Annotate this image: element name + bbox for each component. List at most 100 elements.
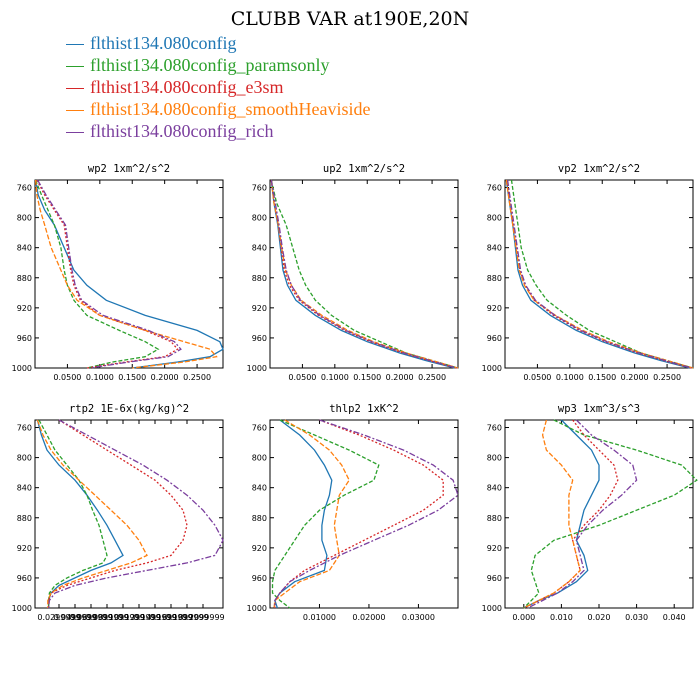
y-tick-label: 920 bbox=[487, 304, 502, 313]
legend-label: flthist134.080config_smoothHeaviside bbox=[90, 99, 371, 119]
y-tick-label: 960 bbox=[487, 334, 502, 343]
x-tick-label: 0.0499999 bbox=[53, 613, 96, 622]
legend: flthist134.080config flthist134.080confi… bbox=[66, 32, 370, 142]
y-tick-label: 1000 bbox=[247, 604, 267, 613]
x-tick-label: 0.01000 bbox=[303, 613, 336, 622]
legend-line-swatch bbox=[66, 88, 84, 90]
series-line bbox=[510, 179, 694, 369]
series-line bbox=[270, 179, 457, 369]
y-tick-label: 840 bbox=[252, 484, 267, 493]
series-line bbox=[274, 419, 333, 609]
series-line bbox=[271, 419, 380, 609]
x-tick-label: 0.010 bbox=[550, 613, 573, 622]
series-line bbox=[506, 179, 692, 369]
y-tick-label: 760 bbox=[252, 424, 267, 433]
panel-title: vp2 1xm^2/s^2 bbox=[558, 163, 640, 175]
y-tick-label: 800 bbox=[252, 454, 267, 463]
x-tick-label: 0.040 bbox=[663, 613, 686, 622]
panel-frame bbox=[34, 419, 224, 609]
legend-label: flthist134.080config_e3sm bbox=[90, 77, 284, 97]
x-tick-label: 0.2000 bbox=[621, 373, 649, 382]
legend-label: flthist134.080config bbox=[90, 33, 237, 53]
x-tick-label: 0.000 bbox=[512, 613, 535, 622]
x-tick-label: 0.030 bbox=[625, 613, 648, 622]
y-tick-label: 760 bbox=[487, 424, 502, 433]
legend-line-swatch bbox=[66, 66, 84, 68]
series-line bbox=[36, 419, 148, 608]
series-line bbox=[270, 179, 455, 369]
y-tick-label: 840 bbox=[252, 244, 267, 253]
legend-item: flthist134.080config_e3sm bbox=[66, 76, 370, 98]
y-tick-label: 760 bbox=[17, 424, 32, 433]
y-tick-label: 760 bbox=[17, 184, 32, 193]
legend-label: flthist134.080config_paramsonly bbox=[90, 55, 330, 75]
y-tick-label: 760 bbox=[252, 184, 267, 193]
y-tick-label: 840 bbox=[17, 484, 32, 493]
y-tick-label: 800 bbox=[487, 454, 502, 463]
x-tick-label: 0.0899999 bbox=[85, 613, 128, 622]
y-tick-label: 920 bbox=[487, 544, 502, 553]
x-tick-label: 0.1500 bbox=[588, 373, 616, 382]
x-tick-label: 0.1899999 bbox=[165, 613, 208, 622]
x-tick-label: 0.2500 bbox=[653, 373, 681, 382]
y-tick-label: 800 bbox=[17, 454, 32, 463]
x-tick-label: 0.2500 bbox=[418, 373, 446, 382]
series-line bbox=[505, 179, 690, 369]
y-tick-label: 800 bbox=[487, 214, 502, 223]
y-tick-label: 880 bbox=[252, 514, 267, 523]
y-tick-label: 800 bbox=[17, 214, 32, 223]
y-tick-label: 840 bbox=[487, 484, 502, 493]
series-line bbox=[523, 419, 619, 609]
legend-line-swatch bbox=[66, 44, 84, 46]
panel-title: up2 1xm^2/s^2 bbox=[323, 163, 405, 175]
series-line bbox=[37, 179, 182, 369]
series-line bbox=[47, 419, 188, 608]
y-tick-label: 920 bbox=[252, 304, 267, 313]
x-tick-label: 0.1000 bbox=[321, 373, 349, 382]
x-tick-label: 0.1500 bbox=[353, 373, 381, 382]
x-tick-label: 0.03000 bbox=[402, 613, 435, 622]
y-tick-label: 1000 bbox=[482, 604, 502, 613]
y-tick-label: 1000 bbox=[247, 364, 267, 373]
series-line bbox=[273, 419, 350, 609]
y-tick-label: 760 bbox=[487, 184, 502, 193]
x-tick-label: 0.0500 bbox=[523, 373, 551, 382]
panel-title: thlp2 1xK^2 bbox=[329, 403, 399, 415]
x-tick-label: 0.1000 bbox=[86, 373, 114, 382]
x-tick-label: 0.1699999 bbox=[149, 613, 192, 622]
figure-title: CLUBB VAR at190E,20N bbox=[230, 8, 470, 30]
y-tick-label: 1000 bbox=[12, 604, 32, 613]
legend-line-swatch bbox=[66, 110, 84, 112]
series-line bbox=[523, 419, 581, 609]
y-tick-label: 920 bbox=[252, 544, 267, 553]
panel-frame bbox=[269, 419, 459, 609]
x-tick-label: 0.2099999 bbox=[181, 613, 224, 622]
y-tick-label: 840 bbox=[17, 244, 32, 253]
x-tick-label: 0.0699999 bbox=[69, 613, 112, 622]
y-tick-label: 880 bbox=[487, 274, 502, 283]
series-line bbox=[523, 419, 698, 609]
x-tick-label: 0.0500 bbox=[288, 373, 316, 382]
y-tick-label: 880 bbox=[252, 274, 267, 283]
y-tick-label: 880 bbox=[17, 514, 32, 523]
series-line bbox=[505, 179, 694, 369]
x-tick-label: 0.1500 bbox=[118, 373, 146, 382]
legend-item: flthist134.080config_paramsonly bbox=[66, 54, 370, 76]
x-tick-label: 0.0500 bbox=[53, 373, 81, 382]
x-tick-label: 0.1099999 bbox=[101, 613, 144, 622]
series-line bbox=[34, 179, 218, 369]
x-tick-label: 0.02000 bbox=[352, 613, 385, 622]
series-line bbox=[36, 179, 179, 369]
series-line bbox=[47, 419, 224, 609]
legend-item: flthist134.080config_smoothHeaviside bbox=[66, 98, 370, 120]
x-tick-label: 0.2500 bbox=[183, 373, 211, 382]
legend-item: flthist134.080config_rich bbox=[66, 120, 370, 142]
y-tick-label: 920 bbox=[17, 544, 32, 553]
panel-frame bbox=[504, 179, 694, 369]
x-tick-label: 0.020 bbox=[588, 613, 611, 622]
series-line bbox=[38, 419, 108, 608]
y-tick-label: 960 bbox=[17, 334, 32, 343]
legend-line-swatch bbox=[66, 132, 84, 134]
y-tick-label: 960 bbox=[252, 574, 267, 583]
panel-frame bbox=[34, 179, 224, 369]
